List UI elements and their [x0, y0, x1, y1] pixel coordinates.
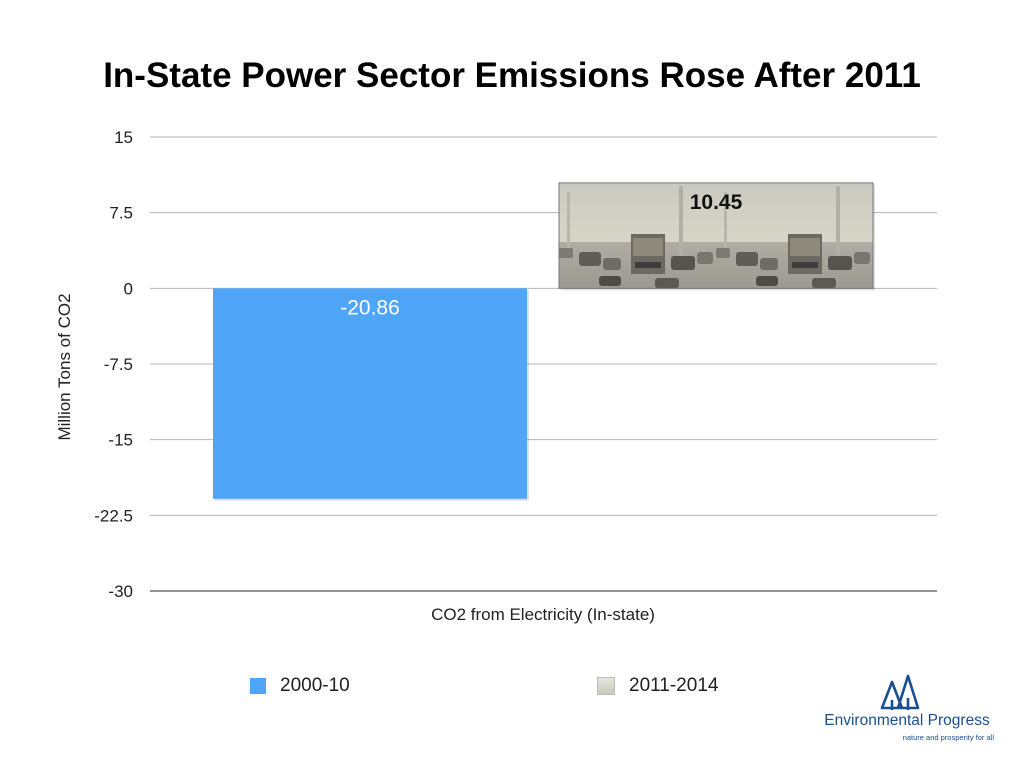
- y-tick-label: -15: [108, 431, 133, 450]
- legend-item-2011-2014: 2011-2014: [597, 675, 718, 697]
- logo-name: Environmental Progress: [824, 712, 990, 729]
- x-category-label: CO2 from Electricity (In-state): [431, 605, 655, 624]
- data-label-2000-10: -20.86: [340, 296, 400, 319]
- y-tick-label: 0: [124, 279, 133, 298]
- legend-swatch-2011-2014: [597, 677, 615, 695]
- tree-icon: [880, 674, 920, 710]
- legend-label-2000-10: 2000-10: [280, 675, 350, 696]
- y-tick-label: -7.5: [104, 355, 133, 374]
- y-tick-label: -30: [108, 582, 133, 601]
- legend-item-2000-10: 2000-10: [250, 675, 350, 697]
- y-tick-label: 7.5: [109, 204, 133, 223]
- legend-label-2011-2014: 2011-2014: [629, 675, 719, 696]
- environmental-progress-logo: Environmental Progress nature and prospe…: [812, 670, 1002, 750]
- chart-title: In-State Power Sector Emissions Rose Aft…: [103, 56, 921, 95]
- y-axis-label: Million Tons of CO2: [55, 293, 74, 440]
- y-tick-label: 15: [114, 128, 133, 147]
- legend-swatch-2000-10: [250, 678, 266, 694]
- y-tick-label: -22.5: [94, 506, 133, 525]
- logo-tagline: nature and prosperity for all: [902, 733, 994, 742]
- bar-2000-10: [213, 288, 527, 499]
- bar-2011-2014: [558, 182, 874, 289]
- data-label-2011-2014: 10.45: [690, 191, 743, 214]
